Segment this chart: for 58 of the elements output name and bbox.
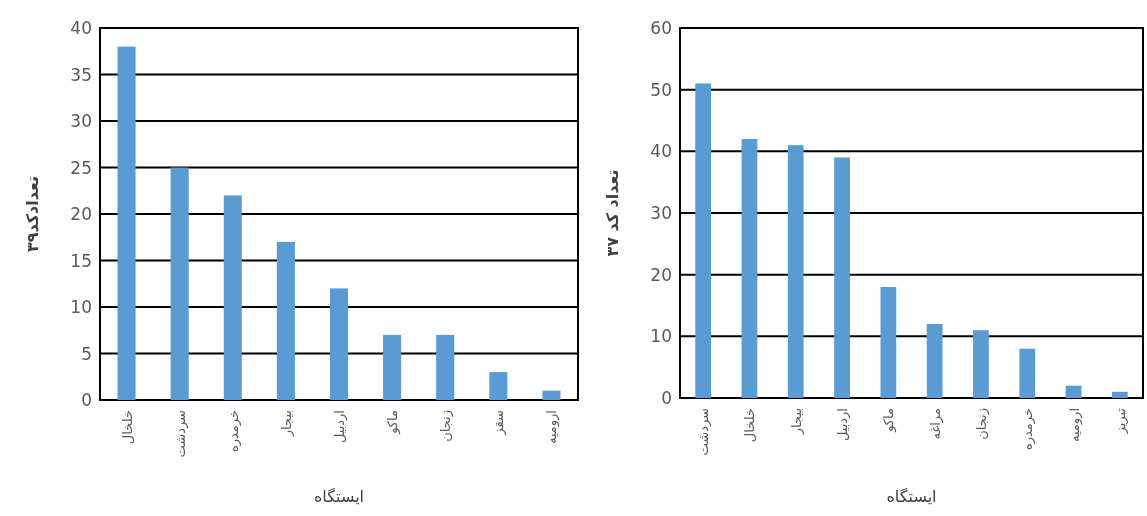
x-tick-label: سردشت <box>696 408 713 456</box>
x-tick-label: زنجان <box>973 408 990 440</box>
y-tick-label: 60 <box>650 18 672 38</box>
bar <box>1065 385 1082 398</box>
bar <box>436 334 455 400</box>
bar <box>383 334 402 400</box>
x-tick-label: سردشت <box>172 410 189 458</box>
y-tick-label: 20 <box>70 204 92 224</box>
bar <box>1019 348 1036 398</box>
x-tick-label: ماکو <box>385 410 402 435</box>
bar <box>170 167 189 400</box>
bar <box>834 157 850 398</box>
bar <box>880 287 897 398</box>
bar <box>695 83 712 398</box>
x-tick-label: ارومیه <box>1066 408 1083 443</box>
x-tick-label: بیجار <box>278 410 295 438</box>
y-tick-label: 0 <box>81 390 92 410</box>
y-tick-label: 5 <box>81 343 92 364</box>
y-tick-label: 35 <box>70 64 92 85</box>
y-tick-label: 10 <box>70 297 92 317</box>
y-axis-title: تعداد کد ۳۷ <box>603 169 622 257</box>
y-tick-label: 10 <box>650 326 672 347</box>
x-tick-label: زنجان <box>438 410 455 442</box>
y-tick-label: 50 <box>650 79 672 100</box>
bar <box>741 139 758 398</box>
bar <box>223 195 242 400</box>
bar <box>973 330 989 398</box>
y-tick-label: 40 <box>650 141 672 162</box>
x-axis-title: ایستگاه <box>886 487 937 506</box>
bar <box>276 241 295 400</box>
y-tick-label: 25 <box>70 157 92 178</box>
bar <box>787 145 804 398</box>
x-tick-label: بیجار <box>788 408 805 436</box>
bar <box>329 288 349 400</box>
bar <box>926 324 943 398</box>
bar <box>117 46 136 400</box>
x-tick-label: خرمدره <box>1020 408 1037 451</box>
x-tick-label: اردبیل <box>332 410 348 444</box>
y-tick-label: 30 <box>650 203 672 223</box>
x-tick-label: ارومیه <box>544 410 561 445</box>
y-tick-label: 20 <box>650 264 672 285</box>
bar <box>1111 391 1128 398</box>
x-tick-label: خرمدره <box>225 410 242 453</box>
x-tick-label: سقز <box>491 410 508 436</box>
bar <box>489 372 508 400</box>
y-tick-label: 40 <box>70 18 92 38</box>
x-tick-label: اردبیل <box>835 408 852 442</box>
x-tick-label: تبریز <box>1112 407 1129 435</box>
y-tick-label: 15 <box>70 250 92 271</box>
y-tick-label: 30 <box>70 111 92 131</box>
x-tick-label: مراغه <box>927 408 944 440</box>
y-tick-label: 0 <box>661 388 672 408</box>
x-axis-title: ایستگاه <box>313 487 365 506</box>
x-tick-label: ماکو <box>881 408 898 433</box>
x-tick-label: خلخال <box>742 408 758 443</box>
bar <box>542 390 561 400</box>
x-tick-label: خلخال <box>119 410 135 445</box>
y-axis-title: تعدادکد۳۹ <box>23 175 42 253</box>
